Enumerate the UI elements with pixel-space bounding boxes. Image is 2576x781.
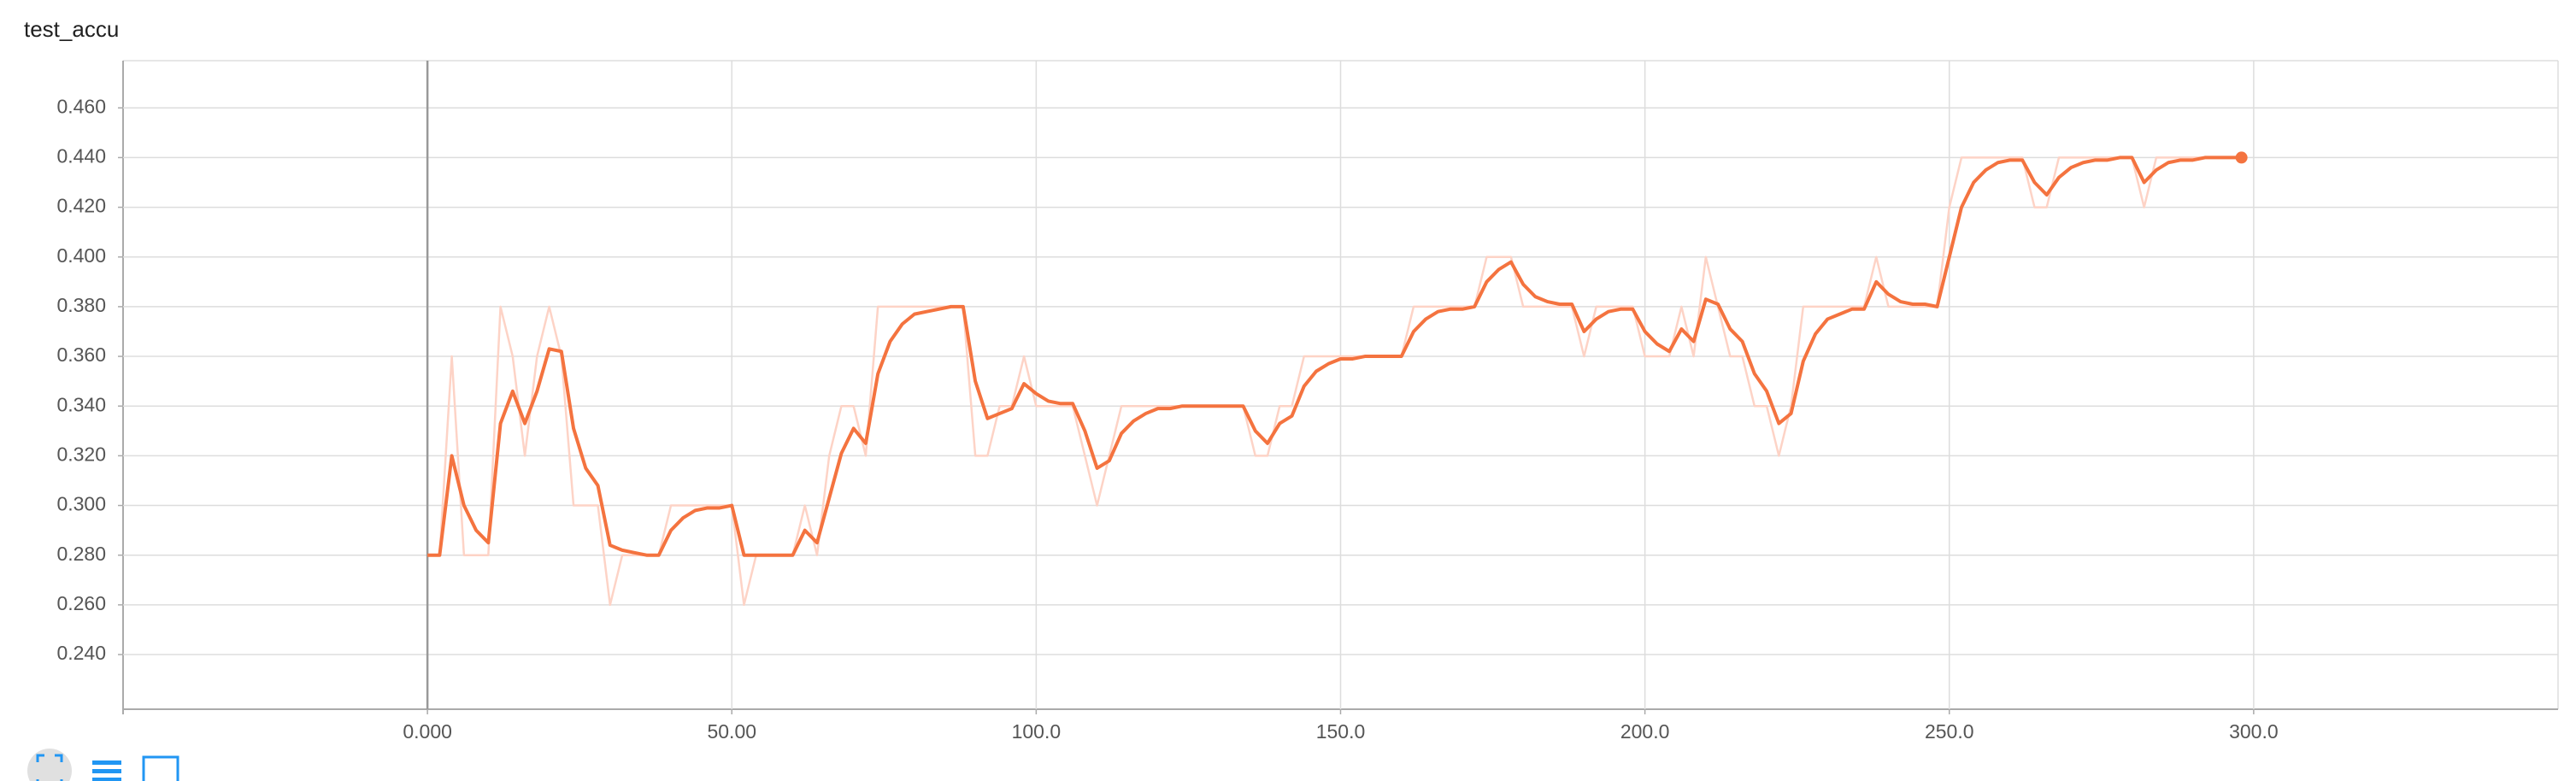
icon-bar (92, 778, 121, 781)
x-tick-label: 0.000 (403, 720, 452, 743)
toggle-log-button[interactable] (92, 760, 121, 781)
icon-bar (92, 769, 121, 773)
y-tick-label: 0.420 (56, 195, 106, 217)
toolbar (27, 749, 179, 781)
fit-domain-button[interactable] (27, 749, 72, 781)
y-tick-label: 0.460 (56, 95, 106, 117)
x-tick-label: 150.0 (1316, 720, 1366, 743)
y-tick-label: 0.320 (56, 443, 106, 465)
x-tick-label: 100.0 (1012, 720, 1062, 743)
x-tick-label: 300.0 (2229, 720, 2279, 743)
y-tick-label: 0.260 (56, 592, 106, 614)
y-tick-label: 0.300 (56, 493, 106, 515)
end-point (2235, 151, 2248, 164)
y-tick-label: 0.340 (56, 393, 106, 415)
x-tick-label: 250.0 (1925, 720, 1974, 743)
y-tick-label: 0.240 (56, 642, 106, 664)
expand-button[interactable] (142, 755, 179, 781)
icon-bar (92, 760, 121, 765)
fit-domain-icon (36, 754, 63, 781)
y-tick-label: 0.360 (56, 344, 106, 366)
raw-line (427, 156, 2242, 607)
y-tick-label: 0.440 (56, 144, 106, 167)
y-tick-label: 0.400 (56, 244, 106, 267)
chart-title: test_accu (24, 16, 119, 42)
smoothed-line (427, 156, 2242, 557)
x-tick-label: 200.0 (1620, 720, 1670, 743)
y-tick-label: 0.380 (56, 294, 106, 316)
y-tick-label: 0.280 (56, 543, 106, 565)
x-tick-label: 50.00 (707, 720, 756, 743)
